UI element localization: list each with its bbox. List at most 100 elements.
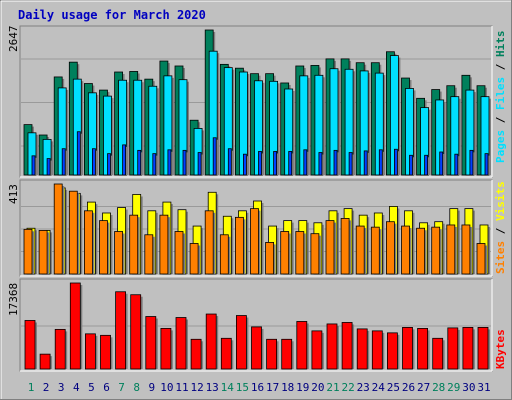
bar-pages-day-10-shadow: [169, 151, 173, 175]
max-label-kbytes: 17368: [7, 283, 20, 316]
legend-middle: Sites / Visits: [494, 181, 507, 274]
legend-files: Files: [494, 77, 507, 110]
bar-kbytes-day-7: [115, 291, 126, 370]
x-label-day-30: 30: [462, 381, 475, 394]
x-label-day-8: 8: [133, 381, 140, 394]
bar-pages-day-27-shadow: [426, 157, 430, 175]
bar-pages-day-22: [348, 152, 353, 176]
bar-pages-day-4: [76, 131, 81, 176]
bar-kbytes-day-2: [39, 353, 51, 370]
bar-sites-day-5: [84, 210, 93, 275]
x-label-day-3: 3: [58, 381, 65, 394]
bar-pages-day-26: [409, 154, 413, 176]
x-label-day-21: 21: [326, 381, 339, 394]
legend-sites: Sites: [494, 241, 507, 274]
bar-kbytes-day-16: [251, 326, 262, 370]
bar-sites-day-8: [129, 214, 139, 275]
bar-pages-day-30-shadow: [471, 152, 475, 175]
bar-sites-day-29: [446, 224, 456, 275]
bar-kbytes-day-13: [205, 313, 217, 370]
bar-sites-day-3: [53, 183, 63, 275]
x-label-day-4: 4: [73, 381, 80, 394]
bar-kbytes-day-22: [341, 322, 353, 370]
bar-kbytes-day-27: [417, 327, 429, 370]
bar-pages-day-31: [484, 153, 489, 176]
bar-sites-day-21: [325, 220, 335, 275]
x-axis-labels: 1 2 3 4 5 6 7 8 9 10 11 12 13 14 15 16 17 18 19 20 21 22 23 24 2…: [28, 381, 491, 394]
chart-title: Daily usage for March 2020: [18, 8, 206, 22]
bar-pages-day-13-shadow: [215, 139, 219, 175]
bar-pages-day-28: [439, 151, 444, 176]
x-label-day-27: 27: [417, 381, 430, 394]
bar-pages-day-7-shadow: [124, 146, 128, 175]
bar-sites-day-22: [340, 218, 350, 275]
legend-sep-2: /: [494, 57, 507, 77]
bar-kbytes-day-26: [402, 327, 413, 370]
bar-pages-day-14-shadow: [230, 150, 234, 175]
bar-pages-day-19-shadow: [305, 151, 309, 175]
bar-sites-day-18: [280, 231, 290, 275]
x-label-day-9: 9: [148, 381, 155, 394]
bars: [23, 29, 491, 370]
bar-sites-day-31: [476, 243, 486, 275]
bar-sites-day-16: [250, 208, 259, 275]
bar-pages-day-18-shadow: [290, 153, 294, 175]
bar-sites-day-23: [355, 225, 365, 275]
x-label-day-29: 29: [447, 381, 460, 394]
bar-sites-day-6: [99, 220, 108, 275]
bar-pages-day-15: [242, 153, 247, 176]
legend-kbytes: KBytes: [494, 329, 507, 369]
bar-pages-day-2-shadow: [49, 160, 53, 175]
x-label-day-23: 23: [357, 381, 370, 394]
bar-sites-day-9: [144, 234, 154, 275]
x-label-day-24: 24: [372, 381, 386, 394]
bar-sites-day-14: [219, 234, 229, 275]
bar-sites-day-20: [310, 233, 320, 275]
bar-kbytes-day-19: [296, 321, 308, 370]
bar-sites-day-2: [38, 230, 48, 275]
bar-pages-day-24: [378, 149, 383, 176]
legend-hits: Hits: [494, 31, 507, 58]
bar-kbytes-day-9: [145, 316, 157, 370]
bar-pages-day-8-shadow: [139, 152, 143, 175]
bar-kbytes-day-21: [326, 323, 338, 370]
bar-pages-day-21: [333, 149, 338, 176]
bar-pages-day-13: [212, 137, 217, 176]
bar-kbytes-day-6: [100, 334, 111, 370]
x-label-day-19: 19: [296, 381, 309, 394]
bar-pages-day-18: [288, 151, 293, 176]
bar-pages-day-7: [122, 144, 126, 176]
bar-pages-day-24-shadow: [381, 151, 385, 175]
bar-sites-day-1: [23, 228, 33, 275]
x-label-day-31: 31: [477, 381, 490, 394]
bar-sites-day-27: [416, 227, 426, 275]
bar-kbytes-day-3: [54, 328, 66, 370]
bar-pages-day-23: [363, 150, 368, 176]
legend-pages: Pages: [494, 130, 507, 163]
x-label-day-1: 1: [28, 381, 35, 394]
x-label-day-18: 18: [281, 381, 294, 394]
bar-kbytes-day-11: [175, 317, 187, 370]
bar-kbytes-day-8: [130, 294, 142, 370]
bar-pages-day-29-shadow: [456, 156, 460, 175]
bar-sites-day-12: [189, 243, 199, 275]
bar-kbytes-day-29: [447, 327, 459, 370]
bar-pages-day-31-shadow: [487, 155, 490, 175]
bar-pages-day-17-shadow: [275, 153, 279, 175]
x-label-day-22: 22: [341, 381, 354, 394]
legend-sep-1: /: [494, 110, 507, 130]
bar-pages-day-9-shadow: [154, 155, 158, 175]
legend-bottom: KBytes: [494, 329, 507, 369]
bar-kbytes-day-18: [281, 338, 293, 370]
bar-pages-day-26-shadow: [411, 157, 415, 175]
bar-pages-day-6-shadow: [109, 155, 113, 175]
x-label-day-6: 6: [103, 381, 110, 394]
x-label-day-2: 2: [43, 381, 50, 394]
svg-text:Pages / Files / Hits: Pages / Files / Hits: [494, 31, 507, 164]
bar-sites-day-30: [461, 224, 471, 275]
bar-pages-day-5-shadow: [94, 150, 98, 175]
bar-kbytes-day-23: [356, 328, 368, 370]
bar-pages-day-19: [303, 149, 308, 176]
